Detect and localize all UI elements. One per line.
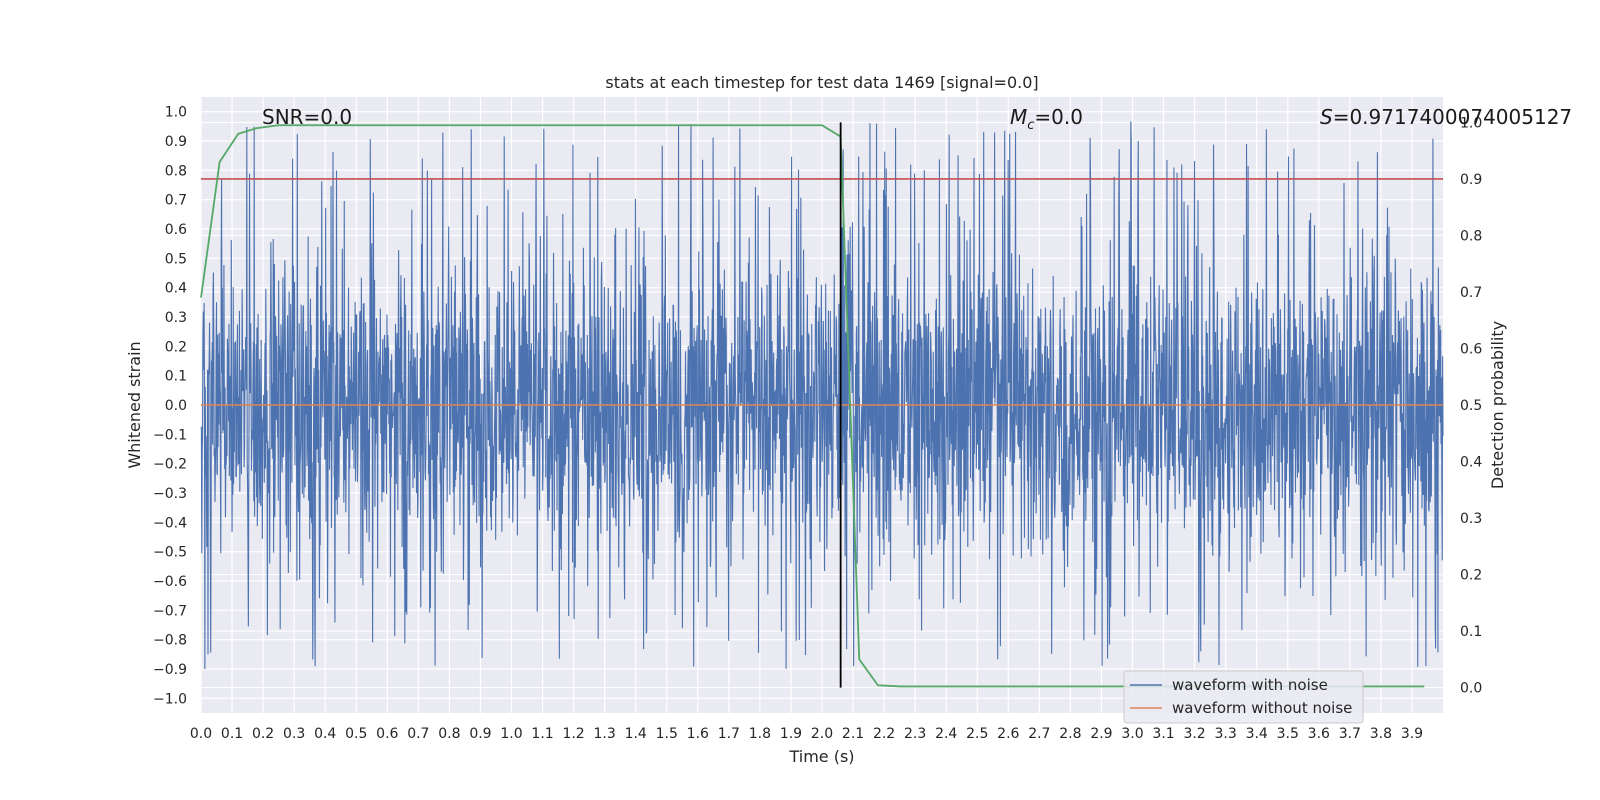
y-tick-label: −0.1 — [153, 427, 187, 443]
x-tick-label: 0.2 — [252, 726, 274, 742]
x-tick-label: 3.7 — [1339, 726, 1361, 742]
detection-probability-line — [200, 124, 1425, 688]
mc-annotation: Mc=0.0 — [1010, 105, 1083, 133]
y-tick-label: 0.4 — [165, 281, 187, 297]
x-tick-label: 3.4 — [1246, 726, 1268, 742]
y-tick-label: −0.3 — [153, 486, 187, 502]
x-tick-label: 0.3 — [283, 726, 305, 742]
y-tick-label: 0.7 — [165, 193, 187, 209]
y-tick-label: −0.9 — [153, 662, 187, 678]
s-symbol: S — [1320, 105, 1333, 129]
x-tick-label: 0.6 — [376, 726, 398, 742]
x-tick-label: 2.6 — [997, 726, 1019, 742]
waveform-with-noise-line — [200, 121, 1444, 669]
y2-tick-label: 1.0 — [1460, 115, 1482, 131]
y-tick-label: −0.6 — [153, 574, 187, 590]
y2-tick-label: 0.2 — [1460, 568, 1482, 584]
x-tick-label: 2.1 — [842, 726, 864, 742]
x-tick-label: 3.2 — [1183, 726, 1205, 742]
y2-tick-label: 0.8 — [1460, 228, 1482, 244]
x-tick-label: 0.9 — [469, 726, 491, 742]
x-tick-label: 3.3 — [1215, 726, 1237, 742]
x-tick-label: 2.4 — [935, 726, 957, 742]
series-lines — [200, 122, 1443, 688]
snr-annotation: SNR=0.0 — [262, 105, 352, 129]
y-tick-label: 0.6 — [165, 222, 187, 238]
mc-value: =0.0 — [1034, 105, 1083, 129]
x-tick-label: 0.8 — [438, 726, 460, 742]
y-tick-label: −1.0 — [153, 691, 187, 707]
x-tick-label: 3.5 — [1277, 726, 1299, 742]
y2-tick-label: 0.6 — [1460, 341, 1482, 357]
s-value: =0.9717400074005127 — [1333, 105, 1572, 129]
x-tick-label: 1.9 — [780, 726, 802, 742]
x-tick-label: 1.3 — [594, 726, 616, 742]
y-tick-label: −0.8 — [153, 633, 187, 649]
x-tick-label: 1.2 — [562, 726, 584, 742]
y-tick-label: 0.2 — [165, 339, 187, 355]
x-tick-label: 3.6 — [1308, 726, 1330, 742]
x-tick-label: 2.5 — [966, 726, 988, 742]
legend-label-clean: waveform without noise — [1172, 699, 1352, 717]
y-tick-label: 0.8 — [165, 163, 187, 179]
x-tick-label: 1.7 — [718, 726, 740, 742]
mc-symbol: M — [1010, 105, 1027, 129]
y2-tick-label: 0.5 — [1460, 398, 1482, 414]
y-tick-label: 0.9 — [165, 134, 187, 150]
x-tick-label: 2.0 — [811, 726, 833, 742]
y2-tick-label: 0.9 — [1460, 172, 1482, 188]
x-axis-label: Time (s) — [788, 747, 854, 766]
y-tick-label: 0.1 — [165, 369, 187, 385]
y-tick-label: 0.3 — [165, 310, 187, 326]
y-tick-label: 0.5 — [165, 251, 187, 267]
x-tick-label: 1.1 — [531, 726, 553, 742]
y-tick-label: −0.5 — [153, 545, 187, 561]
s-annotation: S=0.9717400074005127 — [1320, 105, 1572, 129]
mc-subscript: c — [1027, 118, 1034, 133]
x-tick-label: 2.7 — [1028, 726, 1050, 742]
legend: waveform with noise waveform without noi… — [1123, 670, 1364, 724]
x-tick-label: 0.0 — [190, 726, 212, 742]
x-tick-label: 3.8 — [1370, 726, 1392, 742]
x-tick-label: 3.1 — [1152, 726, 1174, 742]
y-tick-label: −0.4 — [153, 515, 187, 531]
x-tick-label: 1.4 — [625, 726, 647, 742]
x-tick-label: 1.6 — [687, 726, 709, 742]
x-tick-label: 3.0 — [1121, 726, 1143, 742]
y2-axis-label: Detection probability — [1488, 321, 1507, 489]
y2-tick-label: 0.7 — [1460, 285, 1482, 301]
legend-label-noise: waveform with noise — [1172, 676, 1328, 694]
y2-tick-label: 0.0 — [1460, 681, 1482, 697]
y2-tick-label: 0.3 — [1460, 511, 1482, 527]
y-tick-label: −0.2 — [153, 457, 187, 473]
y2-tick-labels: 1.0 0.9 0.8 0.7 0.6 0.5 0.4 0.3 0.2 0.1 0.0 — [1460, 115, 1482, 696]
y-tick-labels: 1.0 0.9 0.8 0.7 0.6 0.5 0.4 0.3 0.2 0.1 0.0 −0.1 −0.… — [153, 105, 187, 708]
x-tick-label: 0.1 — [221, 726, 243, 742]
x-tick-label: 3.9 — [1401, 726, 1423, 742]
y-tick-label: 1.0 — [165, 105, 187, 121]
x-tick-label: 2.9 — [1090, 726, 1112, 742]
y-tick-label: 0.0 — [165, 398, 187, 414]
y2-tick-label: 0.4 — [1460, 455, 1482, 471]
series-waveform-with-noise — [200, 121, 1444, 669]
y-axis-label: Whitened strain — [125, 341, 144, 468]
x-tick-label: 1.0 — [500, 726, 522, 742]
x-tick-label: 0.7 — [407, 726, 429, 742]
legend-box — [1123, 670, 1364, 724]
x-tick-labels: 0.0 0.1 0.2 0.3 0.4 0.5 0.6 0.7 0.8 0.9 1.0 1.1 1.2 1… — [190, 726, 1423, 742]
x-tick-label: 2.3 — [904, 726, 926, 742]
y2-tick-label: 0.1 — [1460, 624, 1482, 640]
y-tick-label: −0.7 — [153, 603, 187, 619]
x-tick-label: 0.5 — [345, 726, 367, 742]
x-tick-label: 0.4 — [314, 726, 336, 742]
chart-title: stats at each timestep for test data 146… — [605, 73, 1038, 92]
x-tick-label: 2.2 — [873, 726, 895, 742]
x-tick-label: 1.5 — [656, 726, 678, 742]
x-tick-label: 2.8 — [1059, 726, 1081, 742]
x-tick-label: 1.8 — [749, 726, 771, 742]
